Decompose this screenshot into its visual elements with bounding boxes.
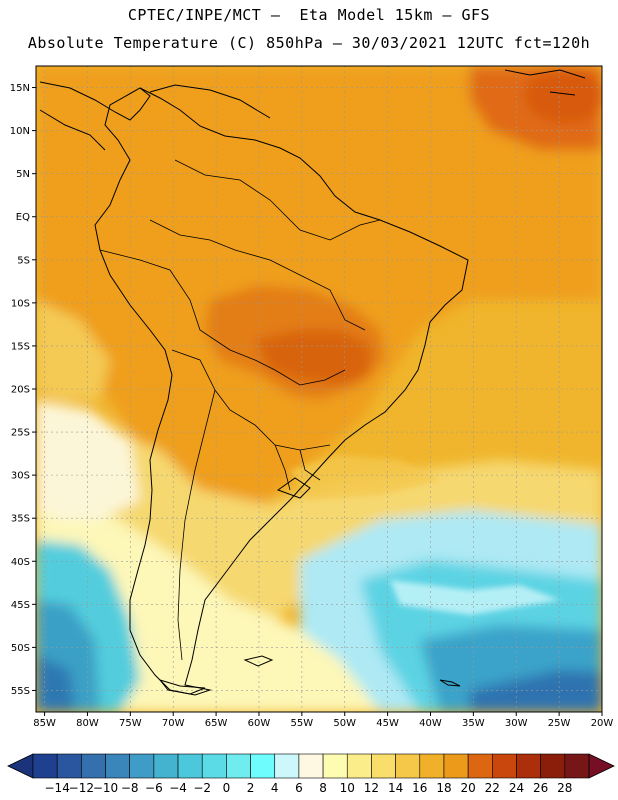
- colorbar-box: [540, 753, 566, 779]
- colorbar-box: [250, 753, 276, 779]
- colorbar-box: [201, 753, 227, 779]
- colorbar-label: 14: [388, 781, 403, 795]
- lon-label: 65W: [205, 718, 228, 729]
- tierra-del-fuego: [158, 679, 206, 695]
- lat-label: 15S: [11, 341, 30, 352]
- colorbar-label: −6: [145, 781, 163, 795]
- lon-label: 85W: [33, 718, 56, 729]
- colorbar-label: 16: [412, 781, 427, 795]
- lon-label: 45W: [376, 718, 399, 729]
- colorbar-under-arrow: [7, 753, 34, 779]
- lon-label: 80W: [76, 718, 99, 729]
- colorbar-label: 12: [364, 781, 379, 795]
- colorbar-label: 24: [509, 781, 524, 795]
- colorbar-box: [226, 753, 251, 779]
- colorbar-label: 6: [295, 781, 303, 795]
- lon-label: 30W: [505, 718, 528, 729]
- lat-label: 15N: [10, 83, 30, 94]
- colorbar-label: 4: [271, 781, 279, 795]
- colorbar-label: −10: [93, 781, 118, 795]
- lat-label: 10S: [11, 298, 30, 309]
- colorbar-label: 8: [319, 781, 327, 795]
- country-borders: [99, 159, 381, 661]
- colorbar-box: [564, 753, 590, 779]
- colorbar-box: [395, 753, 421, 779]
- colorbar-label: −4: [169, 781, 187, 795]
- lat-label: 55S: [11, 686, 30, 697]
- axis-ticks: 15N 10N 5N EQ 5S 10S 15S 20S 25S 30S 35S 40S 45S 50S 5…: [10, 83, 614, 729]
- colorbar-box: [467, 753, 493, 779]
- colorbar-label: −12: [69, 781, 94, 795]
- colorbar-label: 10: [340, 781, 355, 795]
- colorbar-box: [81, 753, 106, 779]
- colorbar-labels: −14−12−10 −8 −6 −4 −2 0 2 4 6 8 10 12 14 16 18 20 22 24 26…: [45, 781, 573, 795]
- central-america-coast: [39, 81, 151, 121]
- lat-label: 20S: [11, 385, 30, 396]
- coastlines: [39, 69, 586, 696]
- lon-label: 25W: [548, 718, 571, 729]
- colorbar-box: [322, 753, 348, 779]
- colorbar-label: 26: [533, 781, 548, 795]
- colorbar-label: 22: [485, 781, 500, 795]
- south-georgia: [439, 679, 461, 687]
- lon-label: 35W: [462, 718, 485, 729]
- south-america-coast: [94, 87, 469, 696]
- colorbar-box: [177, 753, 203, 779]
- lon-label: 70W: [162, 718, 185, 729]
- colorbar-boxes: [7, 753, 615, 779]
- lon-label: 20W: [591, 718, 614, 729]
- colorbar-box: [32, 753, 58, 779]
- caribbean-coast: [149, 84, 271, 119]
- colorbar-box: [129, 753, 155, 779]
- lat-label: 25S: [11, 428, 30, 439]
- lat-label: 5S: [17, 255, 30, 266]
- lon-label: 40W: [419, 718, 442, 729]
- lon-label: 75W: [119, 718, 142, 729]
- colorbar-box: [516, 753, 541, 779]
- colorbar-over-arrow: [588, 753, 615, 779]
- colorbar-box: [492, 753, 517, 779]
- caribbean-islands: [504, 69, 586, 96]
- lat-label: 30S: [11, 471, 30, 482]
- rio-de-la-plata: [276, 477, 311, 499]
- lat-label: 10N: [10, 126, 30, 137]
- lat-label: 45S: [11, 600, 30, 611]
- lat-label: 5N: [16, 169, 30, 180]
- colorbar-box: [105, 753, 130, 779]
- colorbar-box: [371, 753, 396, 779]
- title-line-2: Absolute Temperature (C) 850hPa – 30/03/…: [27, 34, 591, 52]
- lon-label: 50W: [333, 718, 356, 729]
- colorbar-label: 2: [247, 781, 255, 795]
- colorbar-label: 20: [460, 781, 475, 795]
- title-line-1: CPTEC/INPE/MCT – Eta Model 15km – GFS: [127, 6, 491, 24]
- colorbar-label: 28: [557, 781, 572, 795]
- colorbar-box: [56, 753, 82, 779]
- falklands: [243, 655, 274, 667]
- colorbar-box: [346, 753, 372, 779]
- colorbar-box: [419, 753, 445, 779]
- colorbar-box: [298, 753, 324, 779]
- lat-lon-grid: [36, 66, 603, 712]
- lat-label: EQ: [16, 212, 30, 223]
- colorbar-box: [153, 753, 179, 779]
- colorbar-label: 0: [223, 781, 231, 795]
- colorbar-label: −8: [121, 781, 139, 795]
- lat-label: 50S: [11, 643, 30, 654]
- colorbar-label: −2: [193, 781, 211, 795]
- colorbar-label: −14: [45, 781, 70, 795]
- central-america-coast-south: [39, 109, 106, 151]
- colorbar-box: [274, 753, 300, 779]
- colorbar-label: 18: [436, 781, 451, 795]
- lat-label: 35S: [11, 514, 30, 525]
- lat-label: 40S: [11, 557, 30, 568]
- lon-label: 60W: [248, 718, 271, 729]
- lon-label: 55W: [291, 718, 314, 729]
- colorbar-box: [443, 753, 469, 779]
